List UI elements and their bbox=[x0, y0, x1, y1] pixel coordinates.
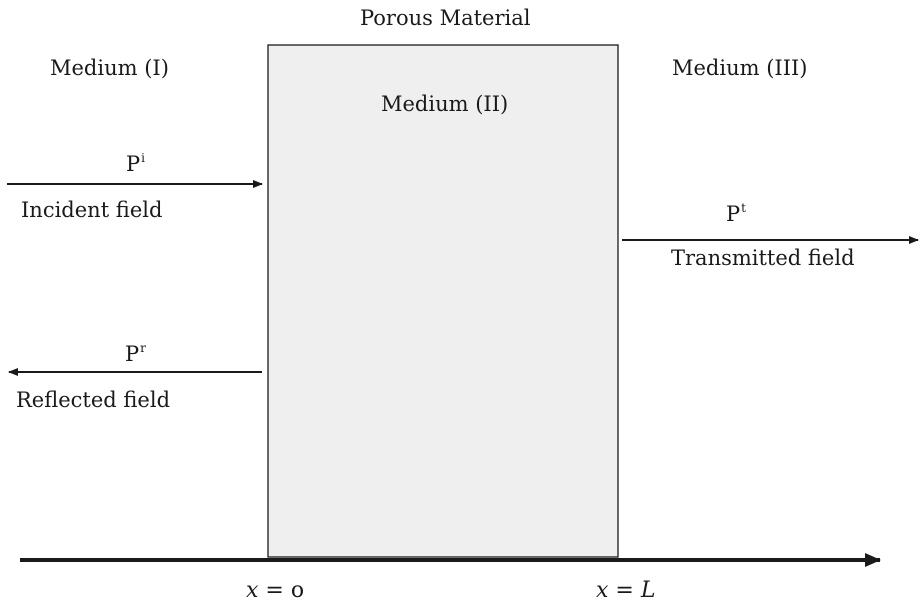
incident-label: Incident field bbox=[21, 198, 163, 222]
medium-right-label: Medium (III) bbox=[672, 56, 808, 80]
transmitted-label: Transmitted field bbox=[671, 246, 855, 270]
axis-start-label: x = o bbox=[246, 578, 305, 603]
incident-symbol: Pi bbox=[126, 151, 145, 176]
porous-slab bbox=[267, 44, 619, 558]
transmitted-symbol: Pt bbox=[726, 201, 746, 226]
medium-center-label: Medium (II) bbox=[381, 92, 509, 116]
axis-end-label: x = L bbox=[596, 578, 656, 603]
reflected-symbol: Pr bbox=[125, 341, 146, 366]
reflected-label: Reflected field bbox=[16, 388, 171, 412]
medium-left-label: Medium (I) bbox=[50, 56, 169, 80]
diagram-title: Porous Material bbox=[360, 6, 531, 30]
